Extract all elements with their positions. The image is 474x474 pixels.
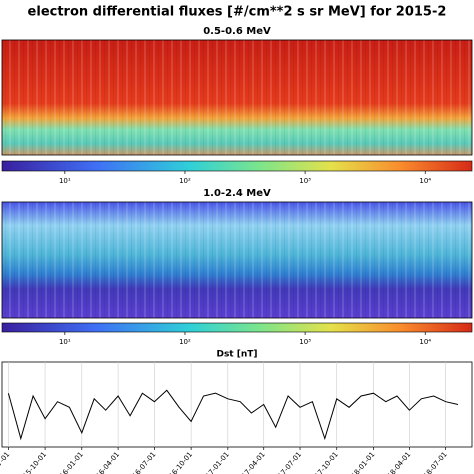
x-tick-label: 2016-07-01 bbox=[125, 450, 157, 474]
colorbar-tick-label: 10¹ bbox=[59, 338, 71, 346]
colorbar-tick-label: 10² bbox=[179, 338, 191, 346]
panel-title: 0.5-0.6 MeV bbox=[203, 26, 271, 37]
colorbar bbox=[1, 160, 473, 172]
colorbar-tick-label: 10⁴ bbox=[419, 177, 431, 185]
x-tick-label: 2017-07-01 bbox=[271, 450, 303, 474]
x-tick-label: 2017-04-01 bbox=[235, 450, 267, 474]
x-tick-label: 2017-10-01 bbox=[308, 450, 340, 474]
heatmap-frame bbox=[1, 201, 473, 319]
colorbar-tick-label: 10¹ bbox=[59, 177, 71, 185]
colorbar-tick-label: 10³ bbox=[299, 338, 311, 346]
colorbar-tick-label: 10³ bbox=[299, 177, 311, 185]
x-tick-label: 2018-01-01 bbox=[344, 450, 376, 474]
figure-title: electron differential fluxes [#/cm**2 s … bbox=[28, 5, 447, 20]
x-tick-label: 2016-10-01 bbox=[162, 450, 194, 474]
x-tick-label: 2016-04-01 bbox=[89, 450, 121, 474]
colorbar-tick-label: 10² bbox=[179, 177, 191, 185]
x-tick-label: 2017-01-01 bbox=[199, 450, 231, 474]
x-tick-label: 2016-01-01 bbox=[53, 450, 85, 474]
x-tick-label: 2015-07-01 bbox=[0, 450, 11, 474]
colorbar bbox=[1, 322, 473, 333]
panel-title: 1.0-2.4 MeV bbox=[203, 188, 271, 199]
heatmap-texture bbox=[2, 202, 472, 318]
heatmap-texture bbox=[2, 40, 472, 155]
panel-title: Dst [nT] bbox=[216, 350, 257, 360]
x-tick-label: 2015-10-01 bbox=[16, 450, 48, 474]
colorbar-tick-label: 10⁴ bbox=[419, 338, 431, 346]
heatmap-frame bbox=[1, 39, 473, 156]
plot-frame bbox=[1, 361, 473, 448]
dst-line bbox=[7, 389, 459, 441]
x-tick-label: 2018-07-01 bbox=[416, 450, 448, 474]
x-tick-label: 2018-04-01 bbox=[380, 450, 412, 474]
